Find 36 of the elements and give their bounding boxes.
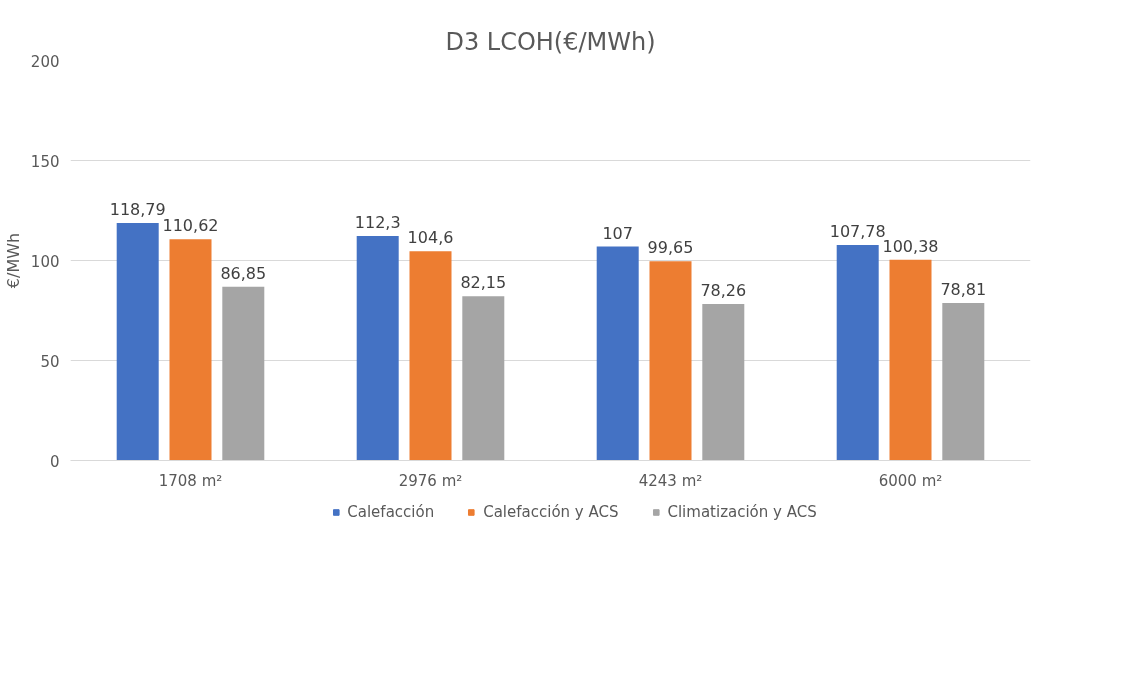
y-tick-label: 200 <box>30 52 60 71</box>
legend-label: Climatización y ACS <box>667 503 817 521</box>
x-tick-label: 2976 m² <box>398 471 463 490</box>
bar <box>702 303 745 461</box>
y-tick-label: 150 <box>30 152 60 171</box>
data-label: 107 <box>602 223 633 243</box>
bar <box>222 286 265 461</box>
legend-label: Calefacción y ACS <box>483 503 619 521</box>
y-tick-label: 50 <box>40 352 60 371</box>
data-label: 78,81 <box>940 279 987 299</box>
data-label: 112,3 <box>354 212 401 232</box>
bar <box>836 244 879 461</box>
bar <box>462 296 505 461</box>
chart-title: D3 LCOH(€/MWh) <box>445 27 656 56</box>
data-label: 104,6 <box>407 228 454 248</box>
data-label: 99,65 <box>647 238 694 258</box>
data-label: 110,62 <box>162 216 219 236</box>
data-label: 118,79 <box>109 199 166 219</box>
data-label: 82,15 <box>460 273 507 293</box>
y-tick-label: 100 <box>30 252 60 271</box>
x-tick-label: 4243 m² <box>638 471 703 490</box>
bar <box>116 222 159 461</box>
bar <box>169 239 212 461</box>
data-label: 78,26 <box>700 280 747 300</box>
bar <box>409 251 452 461</box>
data-label: 86,85 <box>220 263 267 283</box>
bar <box>649 261 692 461</box>
y-tick-label: 0 <box>49 452 60 471</box>
x-tick-label: 1708 m² <box>158 471 223 490</box>
y-axis-title: €/MWh <box>3 232 23 289</box>
legend-label: Calefacción <box>347 503 435 521</box>
bar <box>356 235 399 461</box>
bar <box>942 302 985 461</box>
bar <box>889 259 932 461</box>
bar <box>596 246 639 461</box>
x-tick-label: 6000 m² <box>878 471 943 490</box>
